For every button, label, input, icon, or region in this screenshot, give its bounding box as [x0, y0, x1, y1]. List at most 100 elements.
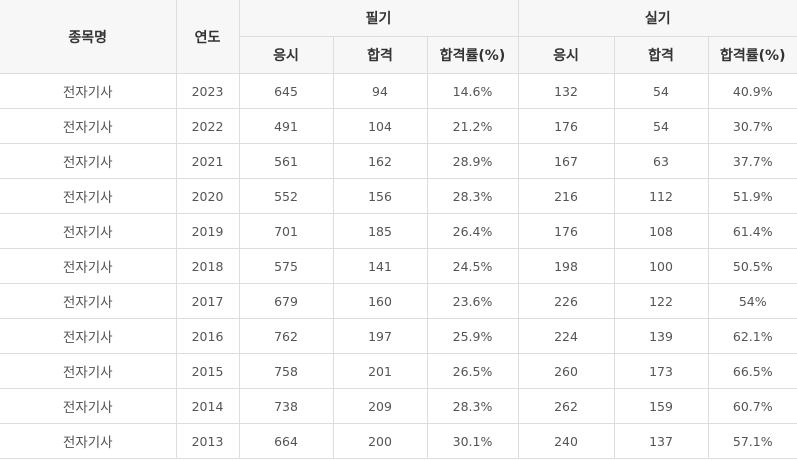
header-practical-applicants: 응시	[517, 36, 615, 74]
table-row: 전자기사 2013 664 200 30.1% 240 137 57.1%	[0, 423, 797, 459]
cell-practical-passed: 54	[613, 73, 709, 109]
cell-item-name: 전자기사	[0, 108, 177, 144]
header-written-applicants: 응시	[239, 36, 334, 74]
cell-written-passed: 209	[332, 388, 428, 424]
cell-written-applicants: 664	[238, 423, 334, 459]
cell-item-name: 전자기사	[0, 248, 177, 284]
cell-written-applicants: 645	[238, 73, 334, 109]
cell-year: 2021	[175, 143, 240, 179]
cell-item-name: 전자기사	[0, 353, 177, 389]
header-practical-pass-rate: 합격률(%)	[707, 36, 797, 74]
cell-written-pass-rate: 26.5%	[426, 353, 519, 389]
cell-written-passed: 200	[332, 423, 428, 459]
table-header: 종목명 연도 필기 실기 응시 합격 합격률(%) 응시 합격 합격률(%)	[0, 0, 797, 74]
table-row: 전자기사 2023 645 94 14.6% 132 54 40.9%	[0, 73, 797, 109]
cell-year: 2023	[175, 73, 240, 109]
header-item-name: 종목명	[0, 0, 177, 74]
cell-written-passed: 185	[332, 213, 428, 249]
cell-item-name: 전자기사	[0, 213, 177, 249]
cell-practical-pass-rate: 66.5%	[707, 353, 797, 389]
cell-written-passed: 141	[332, 248, 428, 284]
cell-practical-passed: 63	[613, 143, 709, 179]
table-row: 전자기사 2019 701 185 26.4% 176 108 61.4%	[0, 213, 797, 249]
cell-practical-applicants: 260	[517, 353, 615, 389]
header-written-pass-rate: 합격률(%)	[426, 36, 519, 74]
cell-written-pass-rate: 28.9%	[426, 143, 519, 179]
cell-practical-applicants: 167	[517, 143, 615, 179]
cell-written-applicants: 762	[238, 318, 334, 354]
cell-practical-applicants: 132	[517, 73, 615, 109]
cell-item-name: 전자기사	[0, 73, 177, 109]
cell-practical-pass-rate: 30.7%	[707, 108, 797, 144]
cell-item-name: 전자기사	[0, 388, 177, 424]
cell-practical-passed: 122	[613, 283, 709, 319]
cell-written-pass-rate: 24.5%	[426, 248, 519, 284]
cell-written-passed: 162	[332, 143, 428, 179]
cell-item-name: 전자기사	[0, 318, 177, 354]
table-row: 전자기사 2021 561 162 28.9% 167 63 37.7%	[0, 143, 797, 179]
cell-practical-passed: 173	[613, 353, 709, 389]
cell-written-pass-rate: 26.4%	[426, 213, 519, 249]
cell-year: 2015	[175, 353, 240, 389]
cell-written-pass-rate: 21.2%	[426, 108, 519, 144]
cell-written-passed: 156	[332, 178, 428, 214]
cell-year: 2019	[175, 213, 240, 249]
header-written-passed: 합격	[332, 36, 428, 74]
cell-practical-pass-rate: 50.5%	[707, 248, 797, 284]
cell-item-name: 전자기사	[0, 178, 177, 214]
cell-practical-pass-rate: 40.9%	[707, 73, 797, 109]
header-row-top: 종목명 연도 필기 실기	[0, 0, 797, 74]
cell-written-pass-rate: 23.6%	[426, 283, 519, 319]
cell-practical-applicants: 226	[517, 283, 615, 319]
cell-item-name: 전자기사	[0, 423, 177, 459]
cell-practical-pass-rate: 62.1%	[707, 318, 797, 354]
cell-practical-applicants: 198	[517, 248, 615, 284]
cell-written-applicants: 758	[238, 353, 334, 389]
cell-practical-pass-rate: 61.4%	[707, 213, 797, 249]
cell-written-passed: 160	[332, 283, 428, 319]
table-row: 전자기사 2020 552 156 28.3% 216 112 51.9%	[0, 178, 797, 214]
cell-written-pass-rate: 14.6%	[426, 73, 519, 109]
cell-written-pass-rate: 28.3%	[426, 178, 519, 214]
table-row: 전자기사 2022 491 104 21.2% 176 54 30.7%	[0, 108, 797, 144]
cell-practical-pass-rate: 51.9%	[707, 178, 797, 214]
cell-practical-passed: 100	[613, 248, 709, 284]
cell-written-passed: 197	[332, 318, 428, 354]
cell-practical-applicants: 176	[517, 108, 615, 144]
cell-year: 2017	[175, 283, 240, 319]
cell-written-pass-rate: 25.9%	[426, 318, 519, 354]
cell-written-applicants: 491	[238, 108, 334, 144]
cell-written-applicants: 575	[238, 248, 334, 284]
table-row: 전자기사 2017 679 160 23.6% 226 122 54%	[0, 283, 797, 319]
cell-written-passed: 94	[332, 73, 428, 109]
header-practical-exam: 실기	[517, 0, 797, 37]
table-row: 전자기사 2018 575 141 24.5% 198 100 50.5%	[0, 248, 797, 284]
cell-written-applicants: 679	[238, 283, 334, 319]
cell-practical-pass-rate: 60.7%	[707, 388, 797, 424]
cell-practical-passed: 108	[613, 213, 709, 249]
cell-practical-passed: 137	[613, 423, 709, 459]
cell-written-pass-rate: 30.1%	[426, 423, 519, 459]
table-row: 전자기사 2014 738 209 28.3% 262 159 60.7%	[0, 388, 797, 424]
cell-practical-applicants: 262	[517, 388, 615, 424]
cell-practical-applicants: 216	[517, 178, 615, 214]
table-row: 전자기사 2015 758 201 26.5% 260 173 66.5%	[0, 353, 797, 389]
cell-practical-passed: 54	[613, 108, 709, 144]
cell-year: 2022	[175, 108, 240, 144]
table-body: 전자기사 2023 645 94 14.6% 132 54 40.9% 전자기사 2022 491 1…	[0, 73, 797, 459]
cell-year: 2013	[175, 423, 240, 459]
cell-written-applicants: 738	[238, 388, 334, 424]
cell-practical-passed: 139	[613, 318, 709, 354]
cell-written-passed: 201	[332, 353, 428, 389]
cell-practical-pass-rate: 54%	[707, 283, 797, 319]
cell-year: 2018	[175, 248, 240, 284]
cell-written-passed: 104	[332, 108, 428, 144]
cell-practical-applicants: 240	[517, 423, 615, 459]
cell-year: 2016	[175, 318, 240, 354]
cell-year: 2014	[175, 388, 240, 424]
cell-year: 2020	[175, 178, 240, 214]
cell-practical-passed: 112	[613, 178, 709, 214]
cell-practical-pass-rate: 37.7%	[707, 143, 797, 179]
cell-item-name: 전자기사	[0, 283, 177, 319]
